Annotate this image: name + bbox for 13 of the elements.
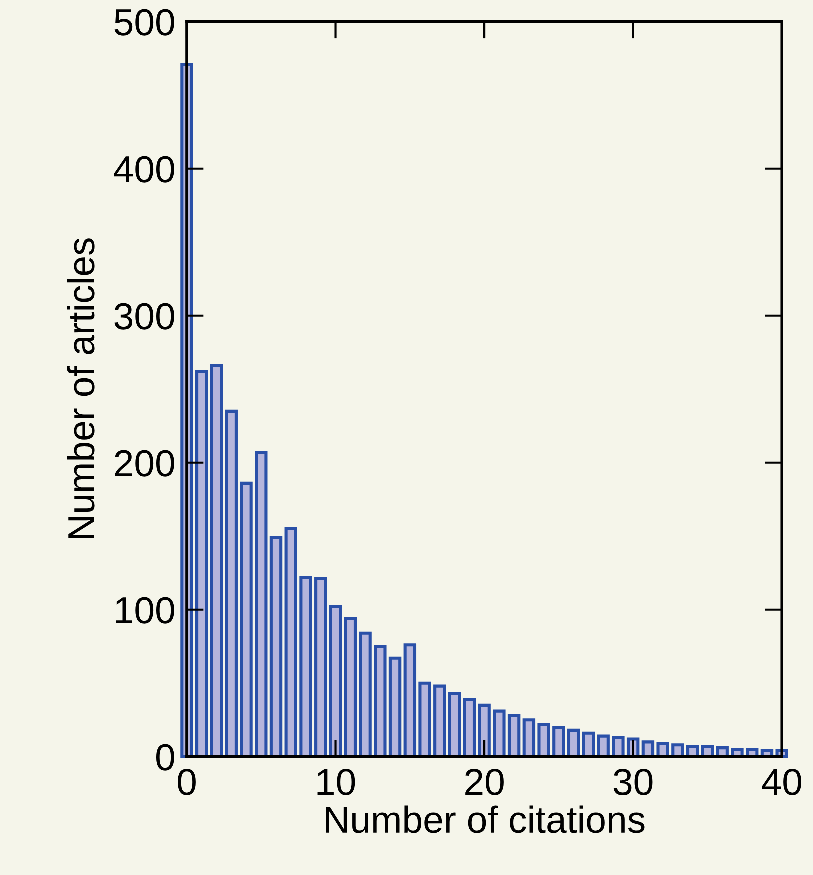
x-tick-label: 10	[318, 768, 356, 796]
y-axis-title: Number of articles	[67, 238, 95, 538]
y-tick-label: 100	[116, 597, 174, 624]
x-tick-label: 20	[466, 768, 504, 796]
x-tick-label: 30	[614, 768, 653, 796]
y-tick-label: 200	[115, 450, 174, 477]
y-tick-label: 500	[114, 9, 174, 36]
y-tick-label: 300	[114, 303, 174, 330]
x-axis-title: Number of citations	[326, 806, 645, 834]
x-tick-label: 0	[178, 768, 196, 796]
x-tick-label: 40	[762, 768, 802, 796]
y-tick-label: 0	[156, 744, 174, 771]
y-tick-label: 400	[114, 156, 174, 183]
